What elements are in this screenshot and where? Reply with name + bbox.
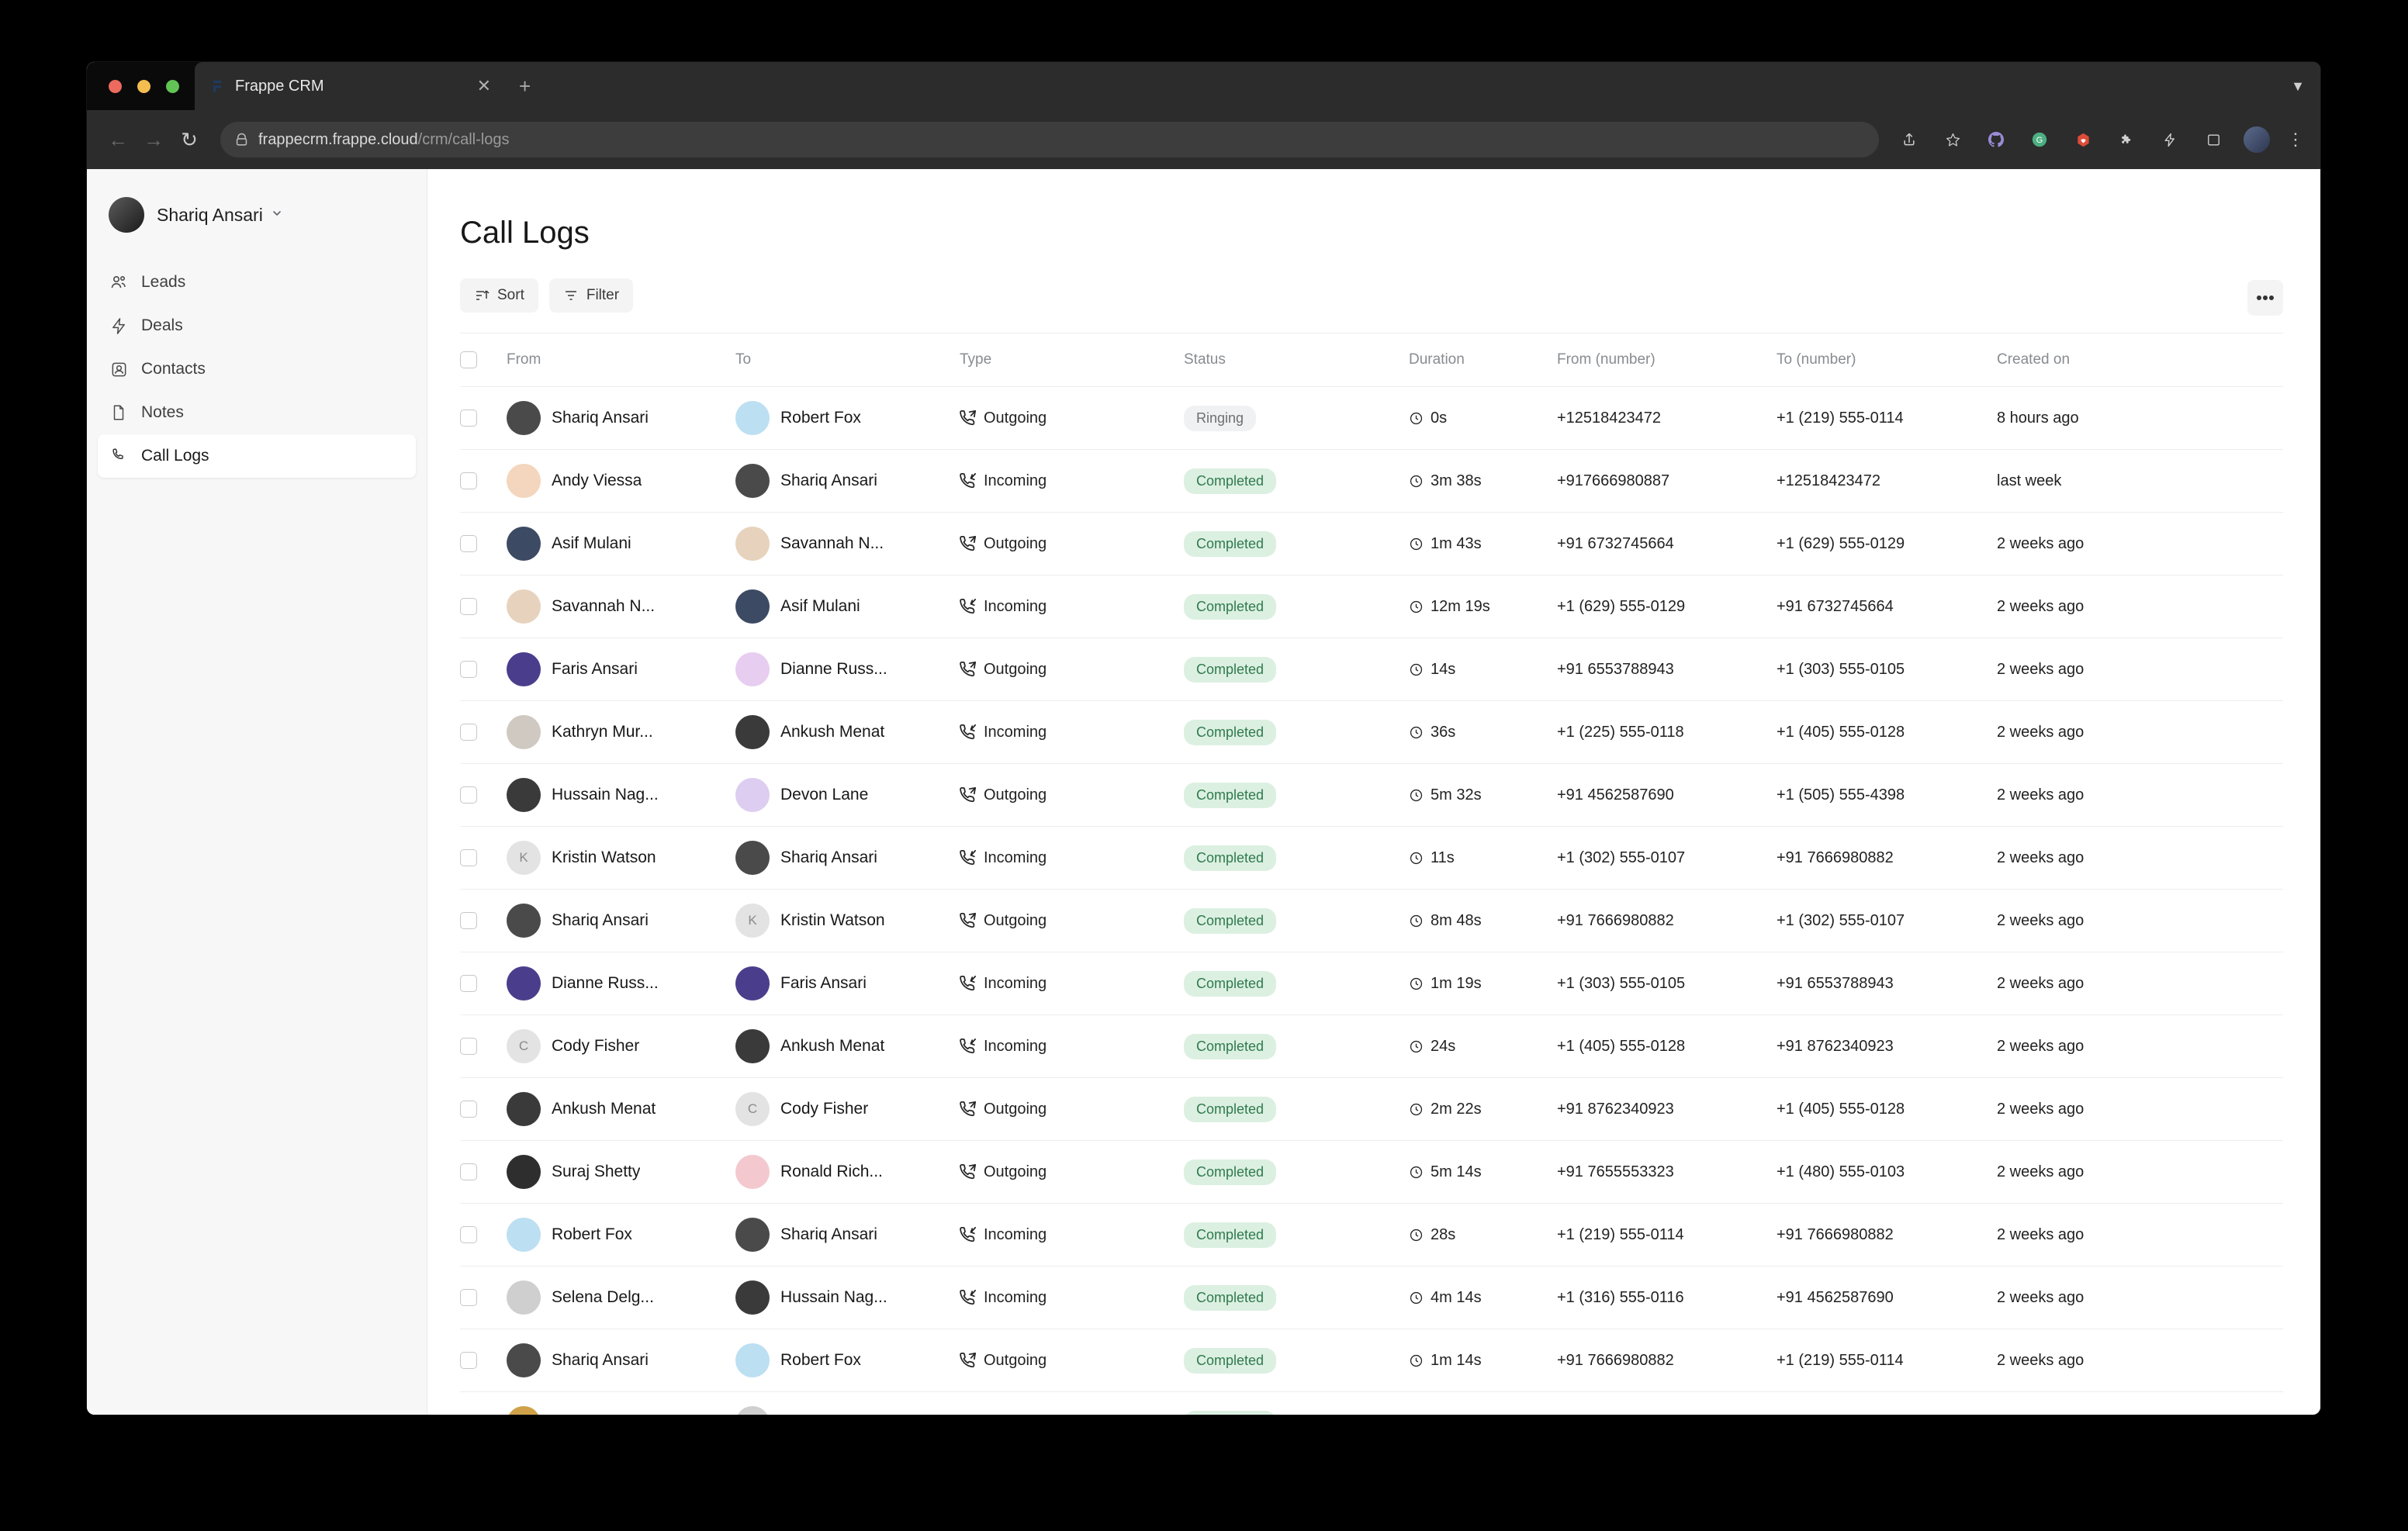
svg-text:G: G [2036,136,2043,145]
